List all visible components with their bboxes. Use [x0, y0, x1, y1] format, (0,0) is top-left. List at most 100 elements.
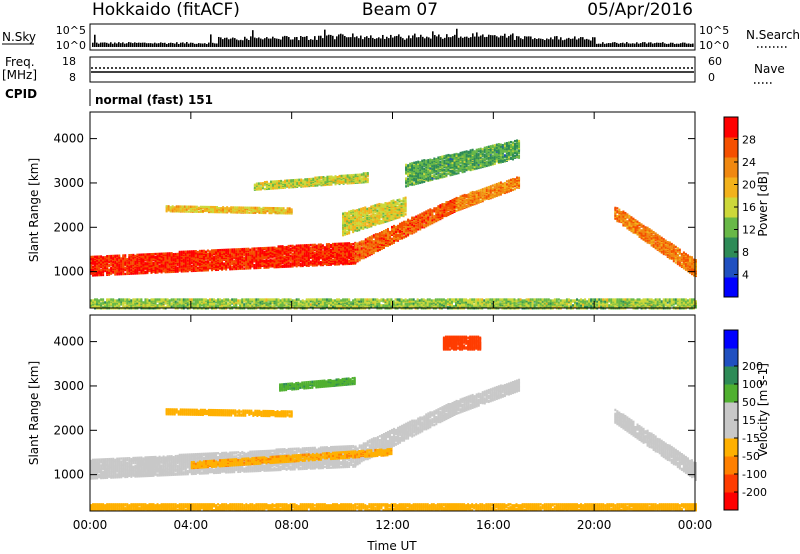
range-cell [354, 173, 357, 177]
range-cell [626, 215, 629, 218]
range-cell [132, 253, 135, 257]
range-cell [352, 245, 355, 249]
count-bar [646, 43, 648, 47]
range-cell [92, 269, 95, 272]
range-cell [197, 210, 200, 213]
range-cell [370, 238, 373, 241]
range-cell [509, 178, 512, 182]
freq-strip: Freq. [MHz] 18 8 60 0 Nave [2, 55, 785, 84]
range-cell [366, 171, 369, 175]
range-cell [290, 208, 293, 211]
range-cell [397, 233, 400, 236]
range-cell [514, 187, 517, 191]
count-bar [306, 36, 308, 47]
range-cell [360, 177, 363, 180]
range-cell [257, 247, 260, 250]
range-cell [261, 247, 264, 250]
count-bar [200, 43, 202, 47]
count-bar [338, 34, 340, 47]
range-cell [449, 208, 452, 212]
range-cell [317, 261, 320, 264]
count-bar [132, 43, 134, 47]
range-cell [315, 262, 318, 265]
range-cell [346, 212, 349, 215]
count-bar [574, 36, 576, 47]
range-cell [180, 250, 183, 254]
range-cell [449, 199, 452, 203]
range-cell [281, 254, 284, 258]
range-cell [386, 227, 389, 231]
range-cell [688, 255, 691, 259]
range-cell [182, 258, 185, 261]
range-cell [259, 186, 262, 189]
count-bar [454, 34, 456, 47]
range-cell [255, 250, 258, 253]
count-bar [688, 43, 690, 47]
count-bar [312, 39, 314, 47]
range-cell [626, 220, 629, 223]
range-cell [110, 271, 113, 274]
range-cell [249, 264, 252, 267]
range-cell [124, 254, 127, 257]
range-cell [439, 204, 442, 207]
range-cell [255, 247, 258, 250]
range-cell [233, 260, 236, 263]
range-cell [310, 177, 313, 181]
range-cell [338, 242, 341, 245]
range-cell [126, 272, 129, 276]
range-cell [336, 246, 339, 249]
count-bar [398, 34, 400, 47]
range-cell [390, 239, 393, 242]
range-cell [173, 206, 176, 209]
range-cell [227, 265, 230, 268]
range-cell [168, 258, 171, 261]
count-bar [608, 43, 610, 47]
range-cell [356, 246, 359, 249]
range-cell [264, 206, 267, 210]
count-bar [296, 36, 298, 47]
count-bar [568, 37, 570, 47]
range-cell [648, 228, 651, 231]
range-cell [461, 200, 464, 203]
range-cell [362, 251, 365, 254]
count-bar [576, 39, 578, 47]
range-cell [170, 267, 173, 271]
range-cell [217, 263, 220, 267]
range-cell [301, 247, 304, 250]
range-cell [102, 270, 105, 274]
range-cell [245, 252, 248, 256]
count-bar [410, 38, 412, 47]
range-cell [180, 252, 183, 256]
count-bar [184, 43, 186, 47]
range-cell [253, 252, 256, 255]
count-bar [450, 37, 452, 47]
range-cell [273, 253, 276, 256]
count-bar [368, 37, 370, 47]
range-cell [334, 175, 337, 178]
range-cell [150, 255, 153, 259]
range-cell [196, 252, 199, 256]
range-cell [178, 254, 181, 258]
range-cell [485, 186, 488, 190]
count-bar [598, 43, 600, 47]
range-cell [417, 223, 420, 226]
count-bar [526, 36, 528, 47]
range-cell [433, 207, 436, 210]
range-cell [128, 261, 131, 265]
count-bar [534, 38, 536, 47]
range-cell [249, 257, 252, 260]
range-cell [194, 254, 197, 258]
range-cell [307, 256, 310, 260]
range-cell [245, 265, 248, 268]
range-cell [473, 191, 476, 194]
range-cell [271, 248, 274, 251]
count-bar [500, 35, 502, 47]
count-bar [564, 39, 566, 47]
range-cell [329, 243, 332, 247]
range-cell [255, 266, 258, 270]
range-cell [208, 262, 211, 265]
count-bar [108, 43, 110, 47]
range-cell [395, 225, 398, 229]
range-cell [313, 257, 316, 260]
range-cell [325, 247, 328, 250]
